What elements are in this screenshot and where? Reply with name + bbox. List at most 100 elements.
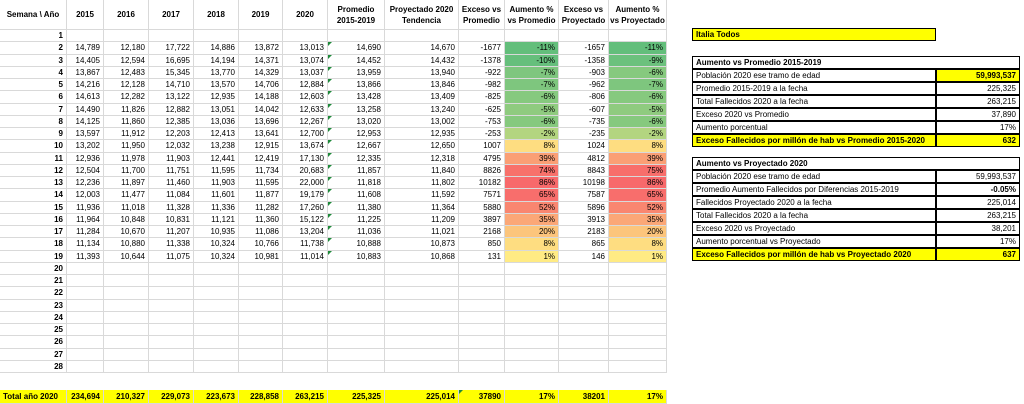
table-cell[interactable]: 12,936 (67, 152, 104, 165)
table-cell[interactable] (505, 348, 559, 361)
table-cell[interactable]: 13,240 (385, 103, 459, 116)
table-cell[interactable]: 10,880 (104, 238, 149, 251)
table-cell[interactable] (67, 30, 104, 43)
table-cell[interactable] (385, 275, 459, 288)
table-cell[interactable]: 13,846 (385, 79, 459, 92)
row-week-label[interactable]: 7 (0, 103, 67, 116)
table-cell[interactable]: 11,018 (104, 201, 149, 214)
table-cell[interactable] (283, 348, 328, 361)
table-cell[interactable]: 65% (609, 189, 667, 202)
table-cell[interactable]: 11,207 (149, 226, 194, 239)
table-cell[interactable]: -1657 (559, 42, 609, 55)
table-cell[interactable] (283, 287, 328, 300)
table-cell[interactable] (149, 287, 194, 300)
table-cell[interactable]: 10,644 (104, 250, 149, 263)
table-cell[interactable]: 14,194 (194, 54, 239, 67)
table-cell[interactable] (239, 299, 283, 312)
table-cell[interactable] (67, 324, 104, 337)
table-cell[interactable]: 12,915 (239, 140, 283, 153)
column-header-w[interactable]: Semana \ Año (0, 0, 67, 30)
table-cell[interactable]: -5% (505, 103, 559, 116)
table-cell[interactable]: 11,364 (385, 201, 459, 214)
table-cell[interactable] (385, 262, 459, 275)
table-cell[interactable] (283, 336, 328, 349)
table-cell[interactable]: 39% (609, 152, 667, 165)
table-cell[interactable]: 12,419 (239, 152, 283, 165)
table-cell[interactable]: 12,633 (283, 103, 328, 116)
table-cell[interactable] (149, 336, 194, 349)
totals-label[interactable]: Total año 2020 (0, 390, 67, 404)
table-cell[interactable]: 15,345 (149, 66, 194, 79)
table-cell[interactable]: -806 (559, 91, 609, 104)
table-cell[interactable]: -607 (559, 103, 609, 116)
row-week-label[interactable]: 12 (0, 164, 67, 177)
table-cell[interactable]: 13,204 (283, 226, 328, 239)
table-cell[interactable]: 12,483 (104, 66, 149, 79)
table-cell[interactable]: 11,751 (149, 164, 194, 177)
table-cell[interactable]: -7% (505, 66, 559, 79)
table-cell[interactable] (239, 30, 283, 43)
table-cell[interactable] (609, 324, 667, 337)
table-cell[interactable] (559, 262, 609, 275)
table-cell[interactable]: -922 (459, 66, 505, 79)
table-cell[interactable]: 12,385 (149, 115, 194, 128)
table-cell[interactable] (283, 30, 328, 43)
row-week-label[interactable]: 16 (0, 213, 67, 226)
table-cell[interactable] (609, 299, 667, 312)
table-cell[interactable]: 14,405 (67, 54, 104, 67)
totals-cell[interactable]: 37890 (459, 390, 505, 404)
table-cell[interactable] (194, 275, 239, 288)
table-cell[interactable]: 4812 (559, 152, 609, 165)
table-cell[interactable]: 131 (459, 250, 505, 263)
table-cell[interactable]: 10,981 (239, 250, 283, 263)
table-cell[interactable]: 8826 (459, 164, 505, 177)
totals-cell[interactable]: 17% (609, 390, 667, 404)
row-week-label[interactable]: 1 (0, 30, 67, 43)
table-cell[interactable]: 10,848 (104, 213, 149, 226)
table-cell[interactable]: 14,613 (67, 91, 104, 104)
table-cell[interactable] (283, 324, 328, 337)
table-cell[interactable]: 11,936 (67, 201, 104, 214)
table-cell[interactable]: 13,202 (67, 140, 104, 153)
table-cell[interactable]: 7571 (459, 189, 505, 202)
table-cell[interactable] (328, 287, 385, 300)
table-cell[interactable] (239, 275, 283, 288)
table-cell[interactable]: 12,032 (149, 140, 194, 153)
table-cell[interactable] (559, 348, 609, 361)
table-cell[interactable] (328, 275, 385, 288)
totals-cell[interactable]: 210,327 (104, 390, 149, 404)
column-header-pct_avg[interactable]: Aumento % vs Promedio (505, 0, 559, 30)
table-cell[interactable] (459, 262, 505, 275)
table-cell[interactable] (67, 360, 104, 373)
table-cell[interactable]: 11,036 (328, 226, 385, 239)
table-cell[interactable]: -753 (459, 115, 505, 128)
table-cell[interactable] (149, 348, 194, 361)
table-cell[interactable]: 10,831 (149, 213, 194, 226)
column-header-exc_proj[interactable]: Exceso vs Proyectado (559, 0, 609, 30)
table-cell[interactable]: 14,329 (239, 66, 283, 79)
table-cell[interactable] (104, 275, 149, 288)
table-cell[interactable]: -5% (609, 103, 667, 116)
table-cell[interactable]: -253 (459, 128, 505, 141)
table-cell[interactable] (385, 324, 459, 337)
table-cell[interactable]: 11,700 (104, 164, 149, 177)
table-cell[interactable]: 11,075 (149, 250, 194, 263)
table-cell[interactable]: 11,021 (385, 226, 459, 239)
column-header-y2017[interactable]: 2017 (149, 0, 194, 30)
table-cell[interactable]: 12,953 (328, 128, 385, 141)
table-cell[interactable]: 10,324 (194, 250, 239, 263)
table-cell[interactable] (385, 336, 459, 349)
table-cell[interactable]: 5880 (459, 201, 505, 214)
table-cell[interactable]: 52% (505, 201, 559, 214)
table-cell[interactable]: 12,441 (194, 152, 239, 165)
table-cell[interactable]: 2168 (459, 226, 505, 239)
table-cell[interactable]: 11,903 (149, 152, 194, 165)
table-cell[interactable]: 11,857 (328, 164, 385, 177)
totals-cell[interactable]: 228,858 (239, 390, 283, 404)
table-cell[interactable]: 12,700 (283, 128, 328, 141)
table-cell[interactable]: 11,086 (239, 226, 283, 239)
table-cell[interactable]: 11,336 (194, 201, 239, 214)
table-cell[interactable] (459, 275, 505, 288)
table-cell[interactable]: 3913 (559, 213, 609, 226)
table-cell[interactable] (194, 348, 239, 361)
